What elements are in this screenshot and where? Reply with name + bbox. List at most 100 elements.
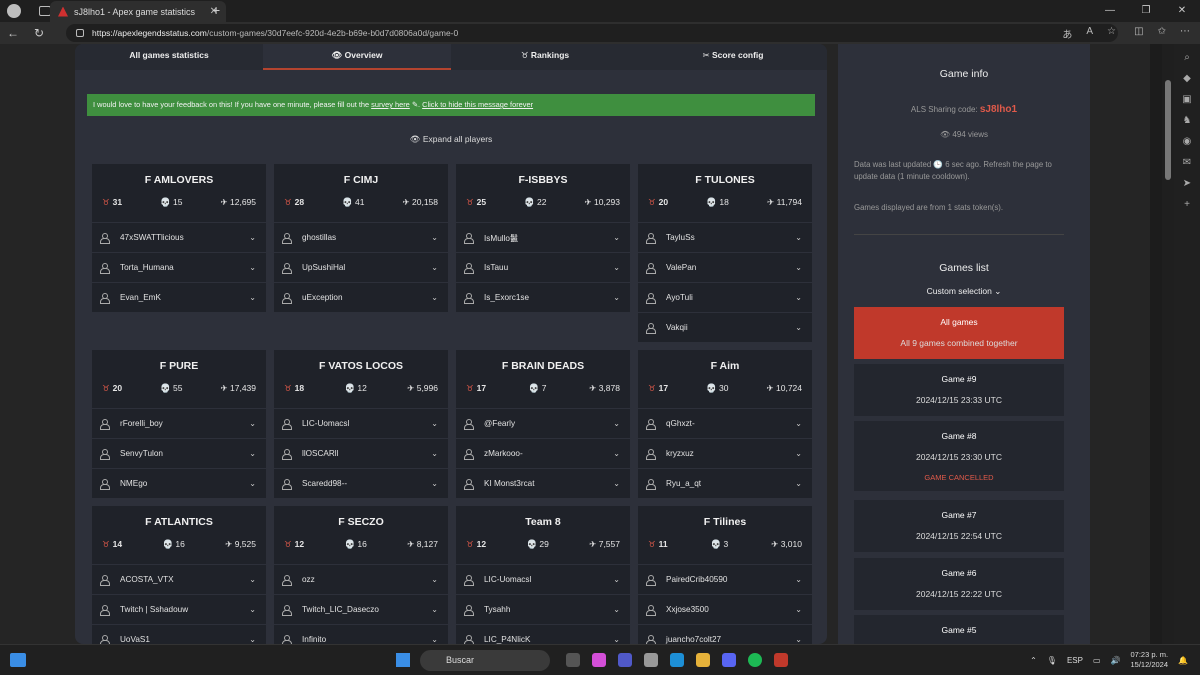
shopping-icon[interactable]: ◆ [1183, 73, 1191, 84]
chevron-down-icon[interactable]: ⌄ [431, 419, 438, 428]
refresh-icon[interactable]: ↻ [33, 26, 45, 40]
edge-icon[interactable] [670, 653, 684, 667]
chevron-down-icon[interactable]: ⌄ [249, 233, 256, 242]
copilot-icon[interactable]: ◉ [1182, 136, 1192, 147]
spotify-icon[interactable] [748, 653, 762, 667]
back-icon[interactable]: ← [7, 26, 19, 40]
volume-icon[interactable]: 🔊 [1110, 655, 1121, 665]
tab-overview[interactable]: 👁 Overview [263, 44, 451, 70]
chevron-down-icon[interactable]: ⌄ [795, 635, 802, 644]
player-row[interactable]: ValePan ⌄ [638, 252, 812, 282]
chevron-down-icon[interactable]: ⌄ [613, 605, 620, 614]
explorer-icon[interactable] [696, 653, 710, 667]
outlook-icon[interactable]: ✉ [1182, 157, 1192, 168]
chevron-down-icon[interactable]: ⌄ [431, 233, 438, 242]
player-row[interactable]: AyoTuli ⌄ [638, 282, 812, 312]
player-row[interactable]: IsTauu ⌄ [456, 252, 630, 282]
game-card[interactable]: Game #8 2024/12/15 23:30 UTC GAME CANCELLE… [854, 421, 1064, 491]
chevron-down-icon[interactable]: ⌄ [249, 635, 256, 644]
chevron-down-icon[interactable]: ⌄ [431, 605, 438, 614]
mic-icon[interactable]: 🎙 [1046, 655, 1057, 665]
player-row[interactable]: Infinito ⌄ [274, 624, 448, 644]
url-field[interactable]: https://apexlegendsstatus.com /custom-ga… [66, 24, 1118, 42]
player-row[interactable]: Evan_EmK ⌄ [92, 282, 266, 312]
chevron-down-icon[interactable]: ⌄ [613, 575, 620, 584]
game-card[interactable]: Game #5 [854, 615, 1064, 644]
apex-icon[interactable] [774, 653, 788, 667]
notifications-icon[interactable]: 🔔 [1178, 655, 1188, 665]
close-tab-icon[interactable]: ✕ [209, 6, 218, 17]
expand-all-players[interactable]: 👁 Expand all players [409, 134, 493, 144]
game-card[interactable]: Game #7 2024/12/15 22:54 UTC [854, 500, 1064, 552]
player-row[interactable]: Tysahh ⌄ [456, 594, 630, 624]
chevron-down-icon[interactable]: ⌄ [795, 449, 802, 458]
copilot-app-icon[interactable] [592, 653, 606, 667]
player-row[interactable]: Is_Exorc1se ⌄ [456, 282, 630, 312]
split-screen-icon[interactable]: ◫ [1134, 26, 1144, 37]
tab-all-games[interactable]: All games statistics [129, 50, 209, 60]
all-games-card[interactable]: All games All 9 games combined together [854, 307, 1064, 359]
chevron-down-icon[interactable]: ⌄ [431, 263, 438, 272]
chevron-down-icon[interactable]: ⌄ [613, 635, 620, 644]
chevron-down-icon[interactable]: ⌄ [431, 479, 438, 488]
player-row[interactable]: PairedCrib40590 ⌄ [638, 564, 812, 594]
player-row[interactable]: LIC-Uomacsl ⌄ [456, 564, 630, 594]
chevron-down-icon[interactable]: ⌄ [795, 293, 802, 302]
add-icon[interactable]: + [1184, 199, 1190, 210]
taskbar-search[interactable]: Buscar [420, 650, 550, 671]
player-row[interactable]: KI Monst3rcat ⌄ [456, 468, 630, 498]
translate-icon[interactable]: あ [1062, 30, 1073, 41]
sharing-code-value[interactable]: sJ8lho1 [979, 104, 1018, 115]
player-row[interactable]: Twitch | Sshadouw ⌄ [92, 594, 266, 624]
player-row[interactable]: 47xSWATTlicious ⌄ [92, 222, 266, 252]
player-row[interactable]: UoVaS1 ⌄ [92, 624, 266, 644]
player-row[interactable]: @Fearly ⌄ [456, 408, 630, 438]
chevron-down-icon[interactable]: ⌄ [249, 575, 256, 584]
favorites-icon[interactable]: ✩ [1157, 26, 1166, 37]
discord-icon[interactable] [722, 653, 736, 667]
player-row[interactable]: uException ⌄ [274, 282, 448, 312]
player-row[interactable]: ACOSTA_VTX ⌄ [92, 564, 266, 594]
profile-icon[interactable] [7, 4, 21, 18]
player-row[interactable]: NMEgo ⌄ [92, 468, 266, 498]
chevron-down-icon[interactable]: ⌄ [795, 323, 802, 332]
chevron-down-icon[interactable]: ⌄ [249, 293, 256, 302]
network-icon[interactable]: ▭ [1092, 655, 1101, 665]
chevron-down-icon[interactable]: ⌄ [795, 419, 802, 428]
language-indicator[interactable]: ESP [1066, 655, 1083, 665]
player-row[interactable]: TayluSs ⌄ [638, 222, 812, 252]
player-row[interactable]: llOSCARll ⌄ [274, 438, 448, 468]
chevron-down-icon[interactable]: ⌄ [249, 419, 256, 428]
player-row[interactable]: ozz ⌄ [274, 564, 448, 594]
teams-icon[interactable] [618, 653, 632, 667]
send-icon[interactable]: ➤ [1182, 178, 1192, 189]
player-row[interactable]: Xxjose3500 ⌄ [638, 594, 812, 624]
tray-chevron-icon[interactable]: ⌃ [1030, 655, 1037, 665]
new-tab-button[interactable]: + [212, 2, 221, 18]
player-row[interactable]: qGhxzt- ⌄ [638, 408, 812, 438]
page-scrollbar[interactable] [1162, 44, 1174, 644]
scrollbar-thumb[interactable] [1165, 80, 1171, 180]
game-card[interactable]: Game #9 2024/12/15 23:33 UTC [854, 364, 1064, 416]
player-row[interactable]: Torta_Humana ⌄ [92, 252, 266, 282]
games-selection-dropdown[interactable]: Custom selection ⌄ [838, 286, 1090, 297]
player-row[interactable]: kryzxuz ⌄ [638, 438, 812, 468]
player-row[interactable]: Scaredd98-- ⌄ [274, 468, 448, 498]
widgets-icon[interactable] [10, 653, 26, 667]
player-row[interactable]: IsMullo鬣 ⌄ [456, 222, 630, 252]
player-row[interactable]: juancho7colt27 ⌄ [638, 624, 812, 644]
player-row[interactable]: LIC_P4NlicK ⌄ [456, 624, 630, 644]
chevron-down-icon[interactable]: ⌄ [613, 449, 620, 458]
search-icon[interactable]: ⌕ [1184, 52, 1190, 63]
games-icon[interactable]: ♞ [1182, 115, 1192, 126]
player-row[interactable]: rForelli_boy ⌄ [92, 408, 266, 438]
chevron-down-icon[interactable]: ⌄ [249, 263, 256, 272]
chevron-down-icon[interactable]: ⌄ [795, 479, 802, 488]
clock[interactable]: 07:23 p. m. 15/12/2024 [1130, 650, 1168, 670]
chevron-down-icon[interactable]: ⌄ [249, 449, 256, 458]
chevron-down-icon[interactable]: ⌄ [431, 635, 438, 644]
chevron-down-icon[interactable]: ⌄ [613, 419, 620, 428]
hide-message-link[interactable]: Click to hide this message forever [422, 100, 534, 109]
game-card[interactable]: Game #6 2024/12/15 22:22 UTC [854, 558, 1064, 610]
player-row[interactable]: Twitch_LIC_Daseczo ⌄ [274, 594, 448, 624]
